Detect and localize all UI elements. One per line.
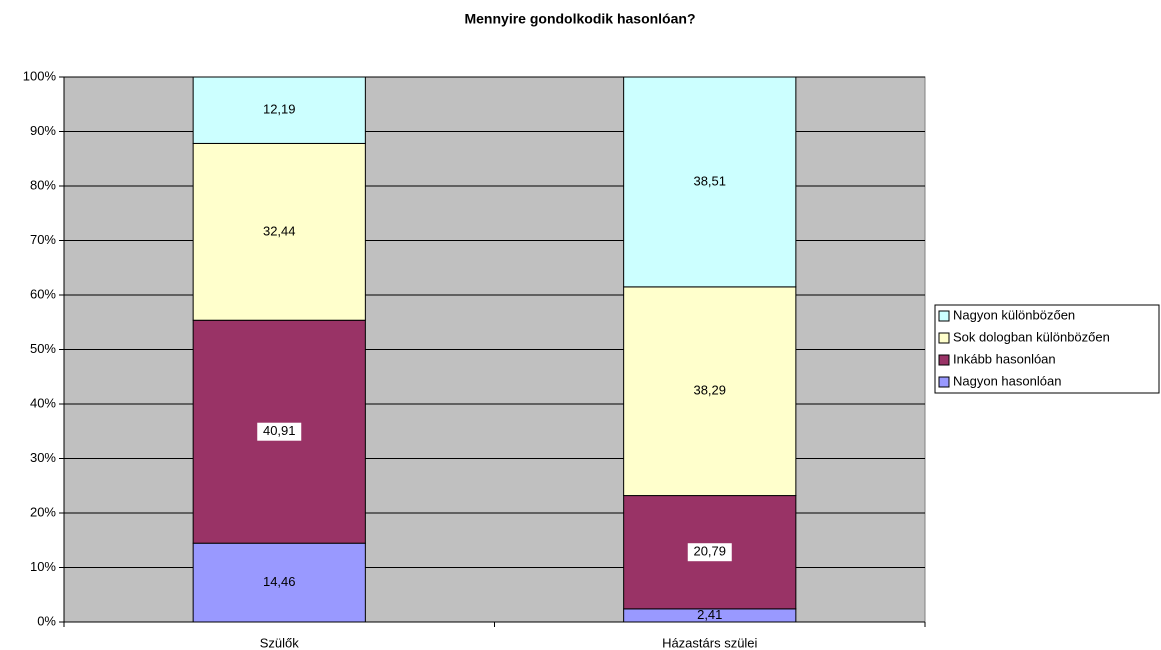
y-tick-label: 90%	[30, 123, 56, 138]
legend-label: Nagyon hasonlóan	[953, 373, 1061, 388]
legend-label: Sok dologban különbözően	[953, 329, 1110, 344]
x-tick-label: Házastárs szülei	[662, 635, 757, 650]
data-label: 2,41	[697, 607, 722, 622]
data-label: 38,51	[693, 173, 726, 188]
y-tick-label: 30%	[30, 450, 56, 465]
y-tick-label: 10%	[30, 559, 56, 574]
legend-box	[934, 304, 1160, 394]
bar-segment	[623, 76, 797, 288]
y-tick-label: 40%	[30, 395, 56, 410]
data-label: 20,79	[693, 544, 726, 559]
y-tick-label: 20%	[30, 504, 56, 519]
legend-swatch	[938, 376, 950, 388]
data-label: 38,29	[693, 383, 726, 398]
bar-segment	[192, 542, 366, 623]
bar-segment	[623, 286, 797, 497]
legend-label: Inkább hasonlóan	[953, 351, 1056, 366]
label-background	[257, 422, 302, 441]
y-tick-label: 70%	[30, 232, 56, 247]
bar-segment	[192, 76, 366, 144]
chart-title: Mennyire gondolkodik hasonlóan?	[464, 11, 695, 27]
legend-swatch	[938, 354, 950, 366]
y-tick-label: 0%	[37, 613, 56, 628]
data-label: 12,19	[263, 102, 296, 117]
y-tick-label: 50%	[30, 341, 56, 356]
legend-label: Nagyon különbözően	[953, 307, 1075, 322]
y-tick-label: 80%	[30, 177, 56, 192]
data-label: 14,46	[263, 574, 296, 589]
label-background	[687, 543, 732, 562]
y-tick-label: 100%	[23, 68, 57, 83]
legend-swatch	[938, 332, 950, 344]
data-label: 40,91	[263, 423, 296, 438]
y-tick-label: 60%	[30, 286, 56, 301]
data-label: 32,44	[263, 223, 296, 238]
x-tick-label: Szülők	[260, 635, 300, 650]
bar-segment	[192, 142, 366, 321]
legend-swatch	[938, 310, 950, 322]
